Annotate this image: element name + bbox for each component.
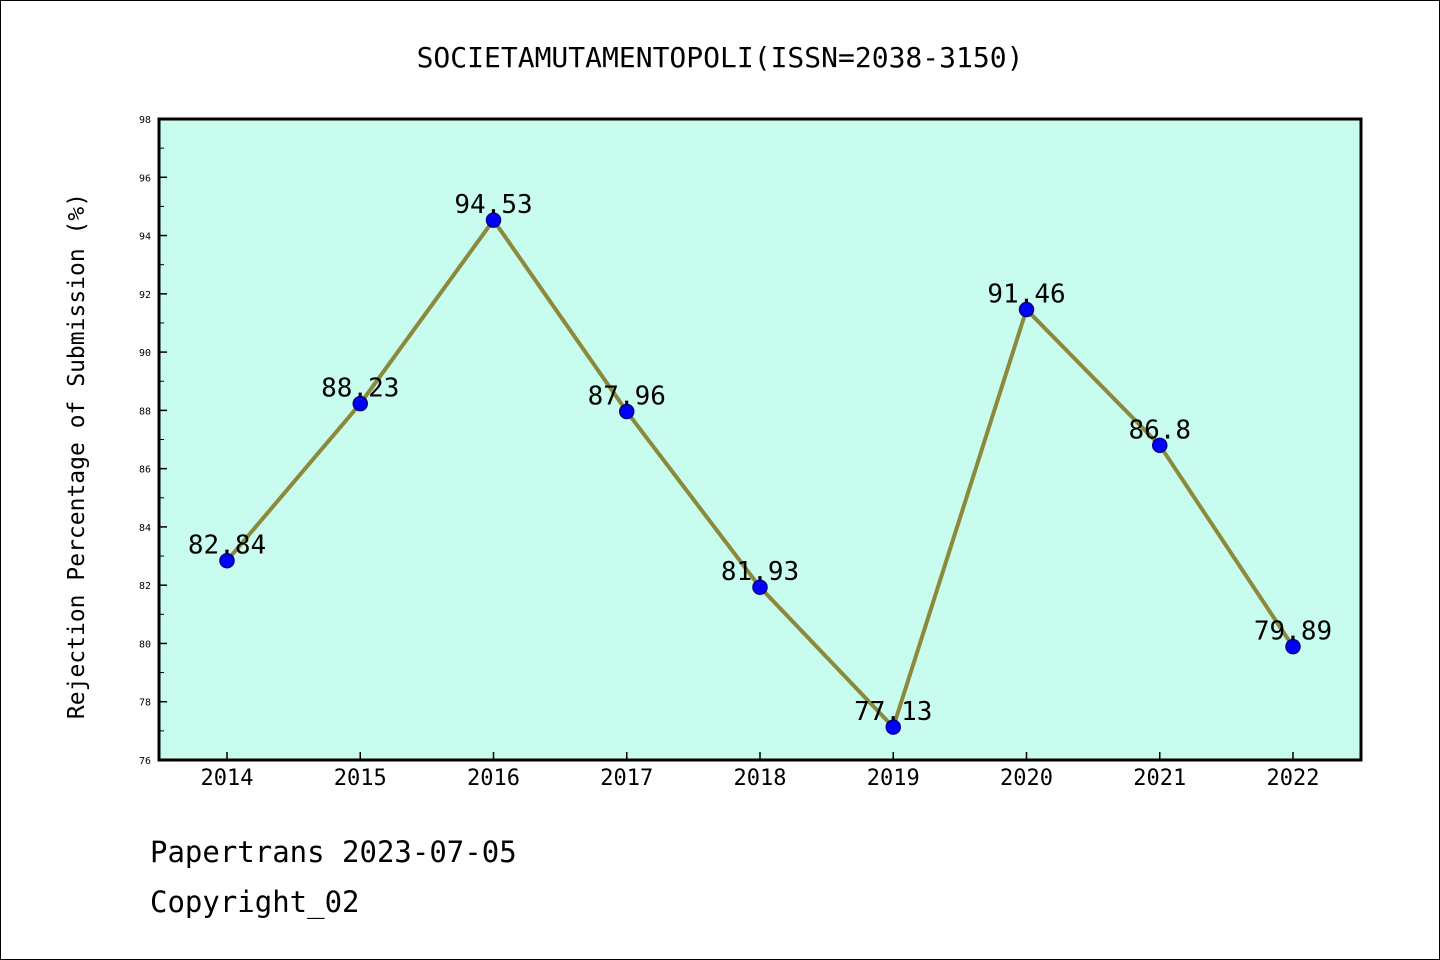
plot-border [157,117,1363,762]
data-label: 82.84 [188,531,266,561]
data-label: 87.96 [588,382,666,412]
x-tick-label: 2018 [734,766,787,791]
y-tick-label: 92 [139,290,151,301]
data-label-layer: 82.84 88.23 94.53 87.96 81.93 77.13 91.46 86.8 7… [188,190,1332,727]
data-point [219,552,235,569]
y-axis-label: Rejection Percentage of Submission (%) [64,193,90,719]
data-point [619,403,635,420]
data-label: 77.13 [854,697,932,727]
y-tick-label: 94 [139,232,151,243]
x-tick-label: 2014 [201,766,254,791]
data-point [485,212,502,228]
data-label: 81.93 [721,557,799,587]
data-label: 91.46 [987,280,1065,310]
footer-date-line: Papertrans 2023-07-05 [150,835,517,869]
data-label: 79.89 [1254,617,1332,647]
data-point [752,579,768,595]
y-tick-label: 76 [139,756,151,767]
y-tick-label: 88 [139,406,151,417]
y-tick-label: 84 [139,523,151,534]
chart-title: SOCIETAMUTAMENTOPOLI(ISSN=2038-3150) [417,41,1024,74]
y-tick-label: 82 [139,581,151,592]
data-point [1285,638,1301,655]
y-tick-label: 86 [139,465,151,476]
y-tick-label: 80 [139,639,151,650]
y-tick-label: 98 [139,115,151,126]
y-tick-label: 78 [139,698,151,709]
x-axis: 2014 2015 2016 2017 2018 2019 2020 2021 2022 [201,752,1320,791]
data-label: 86.8 [1128,415,1191,445]
series-layer [219,212,1301,735]
x-tick-label: 2020 [1000,766,1053,791]
x-tick-label: 2022 [1267,766,1320,791]
data-point [885,719,901,735]
y-tick-label: 90 [139,348,151,359]
x-tick-label: 2021 [1133,766,1186,791]
data-label: 94.53 [454,190,532,220]
x-tick-label: 2015 [334,766,387,791]
footer-copyright-line: Copyright_02 [150,885,360,919]
data-point [1018,301,1035,318]
data-point [1152,437,1168,454]
y-tick-label: 96 [139,173,151,184]
data-point [352,395,368,412]
x-tick-label: 2016 [467,766,520,791]
x-tick-label: 2017 [600,766,653,791]
data-label: 88.23 [321,374,399,404]
x-tick-label: 2019 [867,766,920,791]
